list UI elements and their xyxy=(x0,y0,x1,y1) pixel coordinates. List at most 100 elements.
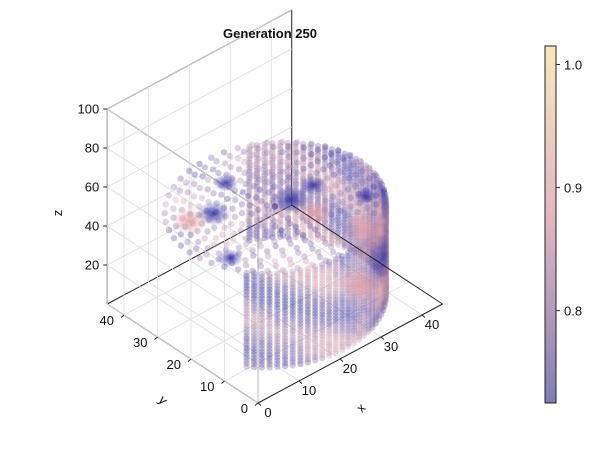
data-point xyxy=(312,332,319,339)
data-point xyxy=(312,353,319,361)
data-point xyxy=(382,271,389,279)
data-point xyxy=(355,320,363,328)
data-point xyxy=(281,353,289,360)
data-point xyxy=(335,226,342,233)
data-point xyxy=(355,317,363,324)
data-point xyxy=(240,148,247,155)
data-point xyxy=(326,349,333,356)
data-point xyxy=(258,311,265,318)
data-point xyxy=(274,298,281,305)
data-point xyxy=(258,292,265,299)
data-point xyxy=(270,163,278,171)
data-point xyxy=(264,248,271,255)
data-point xyxy=(246,202,253,209)
pink-patch xyxy=(298,198,335,227)
data-point xyxy=(253,229,261,236)
data-point xyxy=(372,242,379,249)
data-point xyxy=(193,245,200,252)
data-point xyxy=(284,224,292,231)
data-point xyxy=(250,292,258,299)
data-point xyxy=(297,295,304,302)
data-point xyxy=(382,294,389,301)
data-point xyxy=(319,354,326,362)
data-point xyxy=(373,198,381,205)
data-point xyxy=(312,226,319,233)
data-point xyxy=(380,257,388,265)
data-point xyxy=(281,328,289,336)
data-point xyxy=(264,268,271,275)
data-point xyxy=(281,334,289,342)
data-point xyxy=(269,209,276,216)
data-point xyxy=(362,165,369,172)
data-point xyxy=(332,281,339,288)
data-point xyxy=(378,200,386,207)
data-point xyxy=(258,339,265,346)
data-point xyxy=(220,149,228,156)
data-point xyxy=(256,237,263,245)
data-point xyxy=(246,193,253,200)
data-point xyxy=(328,155,335,162)
data-point xyxy=(312,325,319,333)
data-point xyxy=(253,220,261,227)
data-point xyxy=(366,169,374,176)
data-point xyxy=(380,269,387,276)
data-point xyxy=(300,143,307,151)
data-point xyxy=(261,203,268,210)
data-point xyxy=(309,245,316,252)
data-point xyxy=(370,183,377,190)
data-point xyxy=(258,198,265,205)
data-point xyxy=(382,288,390,295)
data-point xyxy=(375,312,382,319)
data-point xyxy=(321,225,329,232)
data-point xyxy=(243,344,250,352)
data-point xyxy=(314,142,322,150)
data-point xyxy=(350,258,357,266)
data-point xyxy=(312,294,319,302)
data-point xyxy=(255,155,262,162)
data-point xyxy=(243,354,250,361)
data-point xyxy=(357,243,365,250)
data-point xyxy=(170,183,177,191)
data-point xyxy=(321,154,328,161)
data-point xyxy=(284,174,292,181)
data-point xyxy=(304,324,311,332)
data-point xyxy=(304,359,311,366)
data-point xyxy=(365,325,372,332)
data-point xyxy=(382,212,389,219)
data-point xyxy=(380,261,388,268)
data-point xyxy=(271,183,278,190)
data-point xyxy=(241,158,248,166)
data-point xyxy=(250,276,258,283)
data-point xyxy=(355,302,363,309)
data-point xyxy=(319,264,326,271)
grid-line xyxy=(107,225,259,326)
data-point xyxy=(345,175,353,182)
data-point xyxy=(281,363,289,370)
data-point xyxy=(297,301,304,308)
data-point xyxy=(365,175,373,182)
data-point xyxy=(253,164,261,171)
data-point xyxy=(286,174,293,181)
data-point xyxy=(243,347,250,355)
data-point xyxy=(271,238,278,245)
data-point xyxy=(375,262,382,270)
data-point xyxy=(292,152,299,159)
data-point xyxy=(326,268,333,275)
data-point xyxy=(264,179,272,186)
data-point xyxy=(263,228,271,235)
data-point xyxy=(381,233,388,240)
data-point xyxy=(382,258,390,266)
data-point xyxy=(339,253,346,260)
data-point xyxy=(292,177,299,184)
data-point xyxy=(190,193,198,200)
data-point xyxy=(328,224,335,231)
data-point xyxy=(284,233,292,240)
data-point xyxy=(288,261,295,268)
data-point xyxy=(380,253,387,261)
data-point xyxy=(382,241,390,249)
grid-line xyxy=(107,48,292,149)
data-point xyxy=(284,171,292,178)
data-point xyxy=(297,282,304,289)
data-point xyxy=(253,148,261,155)
data-point xyxy=(261,184,268,192)
